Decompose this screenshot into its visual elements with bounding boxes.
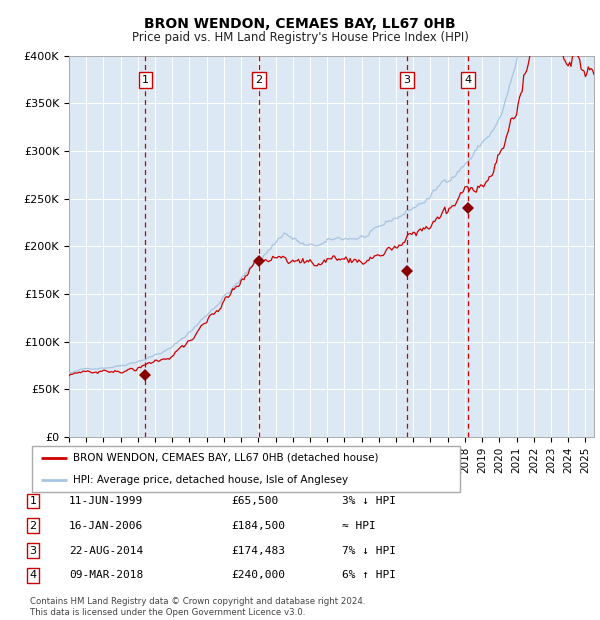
Text: 16-JAN-2006: 16-JAN-2006 [69, 521, 143, 531]
Text: 22-AUG-2014: 22-AUG-2014 [69, 546, 143, 556]
Text: 2: 2 [29, 521, 37, 531]
FancyBboxPatch shape [32, 446, 460, 492]
Text: Contains HM Land Registry data © Crown copyright and database right 2024.
This d: Contains HM Land Registry data © Crown c… [30, 598, 365, 617]
Text: HPI: Average price, detached house, Isle of Anglesey: HPI: Average price, detached house, Isle… [73, 475, 349, 485]
Text: 7% ↓ HPI: 7% ↓ HPI [342, 546, 396, 556]
Text: £184,500: £184,500 [231, 521, 285, 531]
Text: 11-JUN-1999: 11-JUN-1999 [69, 496, 143, 506]
Text: 1: 1 [29, 496, 37, 506]
Text: 4: 4 [464, 74, 472, 85]
Text: BRON WENDON, CEMAES BAY, LL67 0HB (detached house): BRON WENDON, CEMAES BAY, LL67 0HB (detac… [73, 453, 379, 463]
Text: ≈ HPI: ≈ HPI [342, 521, 376, 531]
Text: 6% ↑ HPI: 6% ↑ HPI [342, 570, 396, 580]
Text: £65,500: £65,500 [231, 496, 278, 506]
Text: 09-MAR-2018: 09-MAR-2018 [69, 570, 143, 580]
Text: 2: 2 [256, 74, 263, 85]
Text: £174,483: £174,483 [231, 546, 285, 556]
Text: Price paid vs. HM Land Registry's House Price Index (HPI): Price paid vs. HM Land Registry's House … [131, 31, 469, 44]
Text: 3: 3 [404, 74, 410, 85]
Text: £240,000: £240,000 [231, 570, 285, 580]
Text: 4: 4 [29, 570, 37, 580]
Text: 3% ↓ HPI: 3% ↓ HPI [342, 496, 396, 506]
Text: BRON WENDON, CEMAES BAY, LL67 0HB: BRON WENDON, CEMAES BAY, LL67 0HB [144, 17, 456, 32]
Text: 1: 1 [142, 74, 149, 85]
Text: 3: 3 [29, 546, 37, 556]
